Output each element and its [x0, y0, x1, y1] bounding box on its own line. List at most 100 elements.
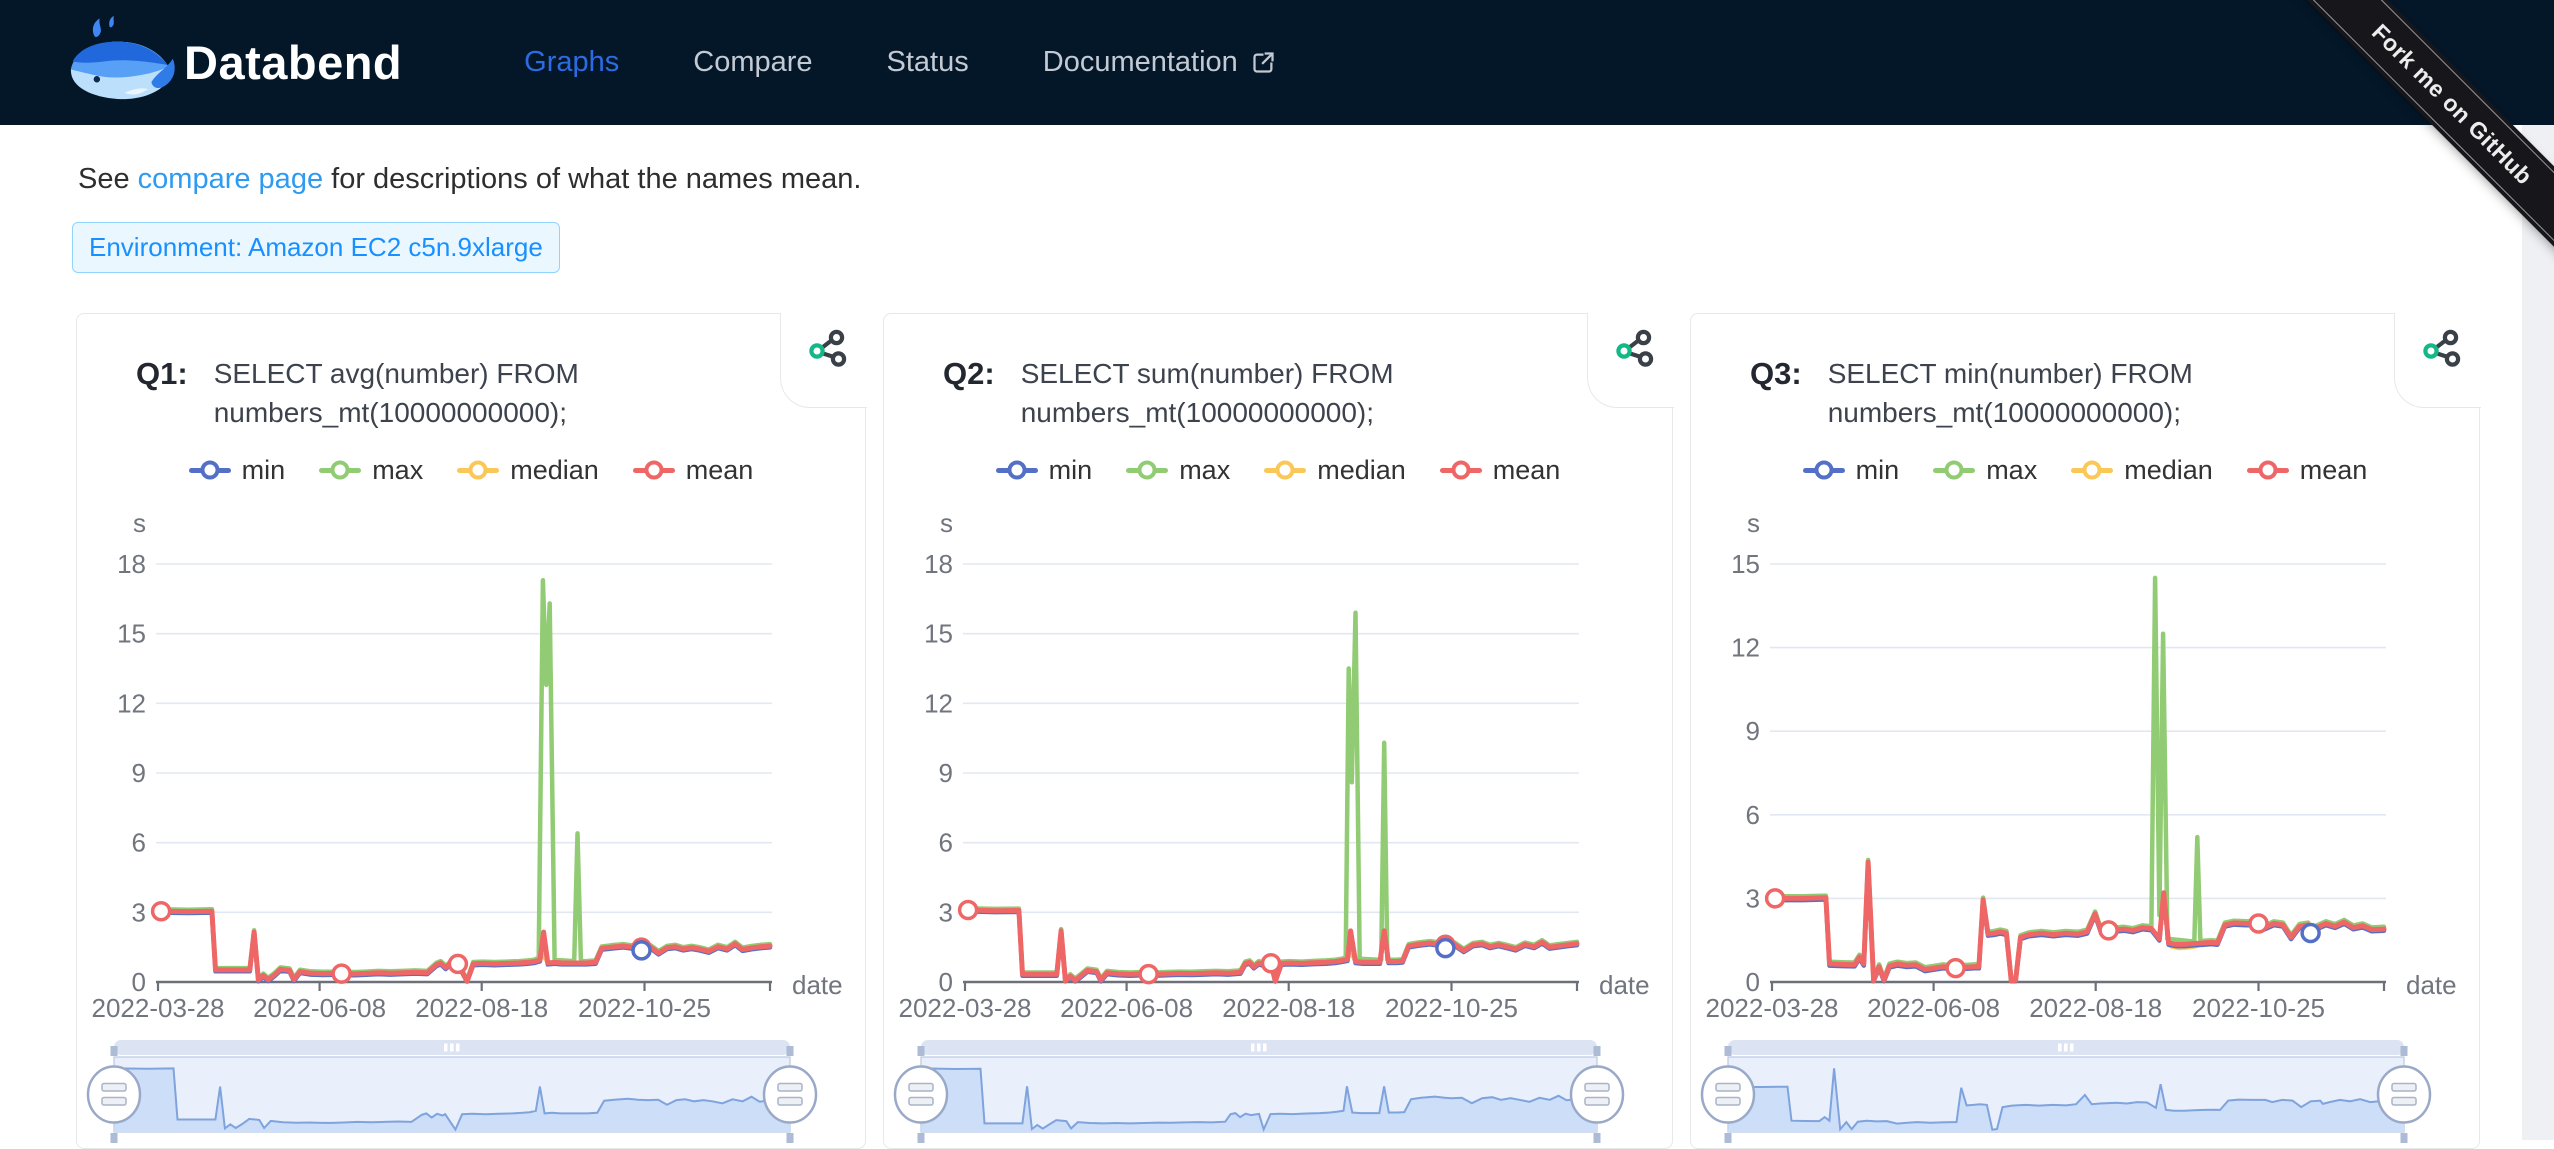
x-tick-label: 2022-08-18	[1222, 993, 1355, 1023]
nav-item-label: Status	[887, 46, 969, 79]
legend-marker-icon	[1440, 468, 1482, 473]
card-header: Q1:SELECT avg(number) FROM numbers_mt(10…	[136, 354, 850, 432]
chart-Q3[interactable]: s036912152022-03-282022-06-082022-08-182…	[1706, 486, 2466, 1026]
legend-item-min[interactable]: min	[1803, 455, 1900, 486]
share-graph-icon[interactable]	[805, 327, 851, 373]
data-point-marker	[1437, 940, 1454, 957]
compare-page-link[interactable]: compare page	[138, 163, 323, 195]
intro-text: See compare page for descriptions of wha…	[78, 163, 2522, 196]
datazoom-slider-Q2[interactable]	[899, 1040, 1659, 1144]
brand[interactable]: Databend	[62, 14, 402, 112]
data-point-marker	[960, 902, 977, 919]
legend-item-min[interactable]: min	[996, 455, 1093, 486]
y-tick-label: 3	[132, 897, 146, 927]
legend-item-median[interactable]: median	[2071, 455, 2213, 486]
scrollbar[interactable]	[2522, 125, 2554, 1140]
x-axis-label: date	[1599, 970, 1650, 1000]
series-mean	[161, 911, 770, 981]
chart-legend: min max median mean	[899, 454, 1657, 486]
y-tick-label: 9	[132, 758, 146, 788]
github-ribbon-wrap: Fork me on GitHub	[2279, 0, 2554, 275]
legend-label: min	[1856, 455, 1900, 486]
datazoom-slider-Q3[interactable]	[1706, 1040, 2466, 1144]
y-tick-label: 15	[1731, 549, 1760, 579]
legend-item-median[interactable]: median	[1264, 455, 1406, 486]
nav-item-graphs[interactable]: Graphs	[524, 46, 619, 79]
chart-Q2[interactable]: s03691215182022-03-282022-06-082022-08-1…	[899, 486, 1659, 1026]
legend-marker-icon	[2071, 468, 2113, 473]
chart-legend: min max median mean	[1706, 454, 2464, 486]
y-tick-label: 6	[132, 828, 146, 858]
x-tick-label: 2022-06-08	[253, 993, 386, 1023]
nav-item-documentation[interactable]: Documentation	[1043, 46, 1277, 79]
nav-item-compare[interactable]: Compare	[693, 46, 812, 79]
y-tick-label: 6	[1746, 800, 1760, 830]
intro-suffix: for descriptions of what the names mean.	[323, 163, 861, 195]
data-point-marker	[2302, 925, 2319, 942]
series-max	[161, 580, 770, 979]
legend-item-mean[interactable]: mean	[1440, 455, 1561, 486]
nav-item-label: Graphs	[524, 46, 619, 79]
data-point-marker	[1263, 955, 1280, 972]
series-mean	[1775, 862, 2384, 981]
main-nav: Graphs Compare Status Documentation	[524, 46, 1277, 79]
page-content: See compare page for descriptions of wha…	[0, 125, 2522, 1149]
x-tick-label: 2022-03-28	[1706, 993, 1839, 1023]
legend-item-mean[interactable]: mean	[633, 455, 754, 486]
legend-marker-icon	[2247, 468, 2289, 473]
data-point-marker	[153, 903, 170, 920]
query-card-Q1: Q1:SELECT avg(number) FROM numbers_mt(10…	[76, 313, 866, 1149]
github-ribbon[interactable]: Fork me on GitHub	[2293, 0, 2554, 263]
nav-item-status[interactable]: Status	[887, 46, 969, 79]
legend-item-median[interactable]: median	[457, 455, 599, 486]
y-tick-label: 15	[117, 619, 146, 649]
share-graph-icon[interactable]	[2419, 327, 2465, 373]
query-label: Q1:	[136, 354, 188, 432]
datazoom-slider-Q1[interactable]	[92, 1040, 852, 1144]
y-tick-label: 18	[924, 549, 953, 579]
x-tick-label: 2022-06-08	[1867, 993, 2000, 1023]
query-text: SELECT min(number) FROM numbers_mt(10000…	[1828, 354, 2308, 432]
chart-Q1[interactable]: s03691215182022-03-282022-06-082022-08-1…	[92, 486, 852, 1026]
share-graph-icon[interactable]	[1612, 327, 1658, 373]
data-point-marker	[2250, 915, 2267, 932]
legend-item-max[interactable]: max	[319, 455, 423, 486]
x-tick-label: 2022-10-25	[1385, 993, 1518, 1023]
y-tick-label: 3	[939, 897, 953, 927]
data-point-marker	[333, 965, 350, 982]
legend-label: max	[1986, 455, 2037, 486]
legend-item-mean[interactable]: mean	[2247, 455, 2368, 486]
nav-item-label: Documentation	[1043, 46, 1238, 79]
data-point-marker	[1140, 966, 1157, 983]
legend-item-max[interactable]: max	[1933, 455, 2037, 486]
chart-legend: min max median mean	[92, 454, 850, 486]
x-tick-label: 2022-03-28	[899, 993, 1032, 1023]
y-tick-label: 12	[924, 688, 953, 718]
x-tick-label: 2022-10-25	[2192, 993, 2325, 1023]
legend-marker-icon	[1803, 468, 1845, 473]
y-tick-label: 12	[1731, 633, 1760, 663]
legend-marker-icon	[189, 468, 231, 473]
y-axis-unit: s	[133, 508, 146, 538]
legend-label: min	[242, 455, 286, 486]
legend-label: max	[1179, 455, 1230, 486]
legend-marker-icon	[996, 468, 1038, 473]
y-tick-label: 18	[117, 549, 146, 579]
legend-label: max	[372, 455, 423, 486]
x-axis-label: date	[2406, 970, 2457, 1000]
legend-marker-icon	[633, 468, 675, 473]
card-share-tab	[2394, 313, 2481, 408]
environment-badge: Environment: Amazon EC2 c5n.9xlarge	[72, 222, 560, 273]
legend-marker-icon	[319, 468, 361, 473]
legend-label: median	[2124, 455, 2213, 486]
data-point-marker	[2100, 922, 2117, 939]
x-tick-label: 2022-08-18	[415, 993, 548, 1023]
cards-row: Q1:SELECT avg(number) FROM numbers_mt(10…	[76, 313, 2522, 1149]
y-tick-label: 6	[939, 828, 953, 858]
y-tick-label: 9	[1746, 716, 1760, 746]
legend-item-max[interactable]: max	[1126, 455, 1230, 486]
x-axis-label: date	[792, 970, 843, 1000]
query-card-Q3: Q3:SELECT min(number) FROM numbers_mt(10…	[1690, 313, 2480, 1149]
legend-item-min[interactable]: min	[189, 455, 286, 486]
legend-label: median	[1317, 455, 1406, 486]
